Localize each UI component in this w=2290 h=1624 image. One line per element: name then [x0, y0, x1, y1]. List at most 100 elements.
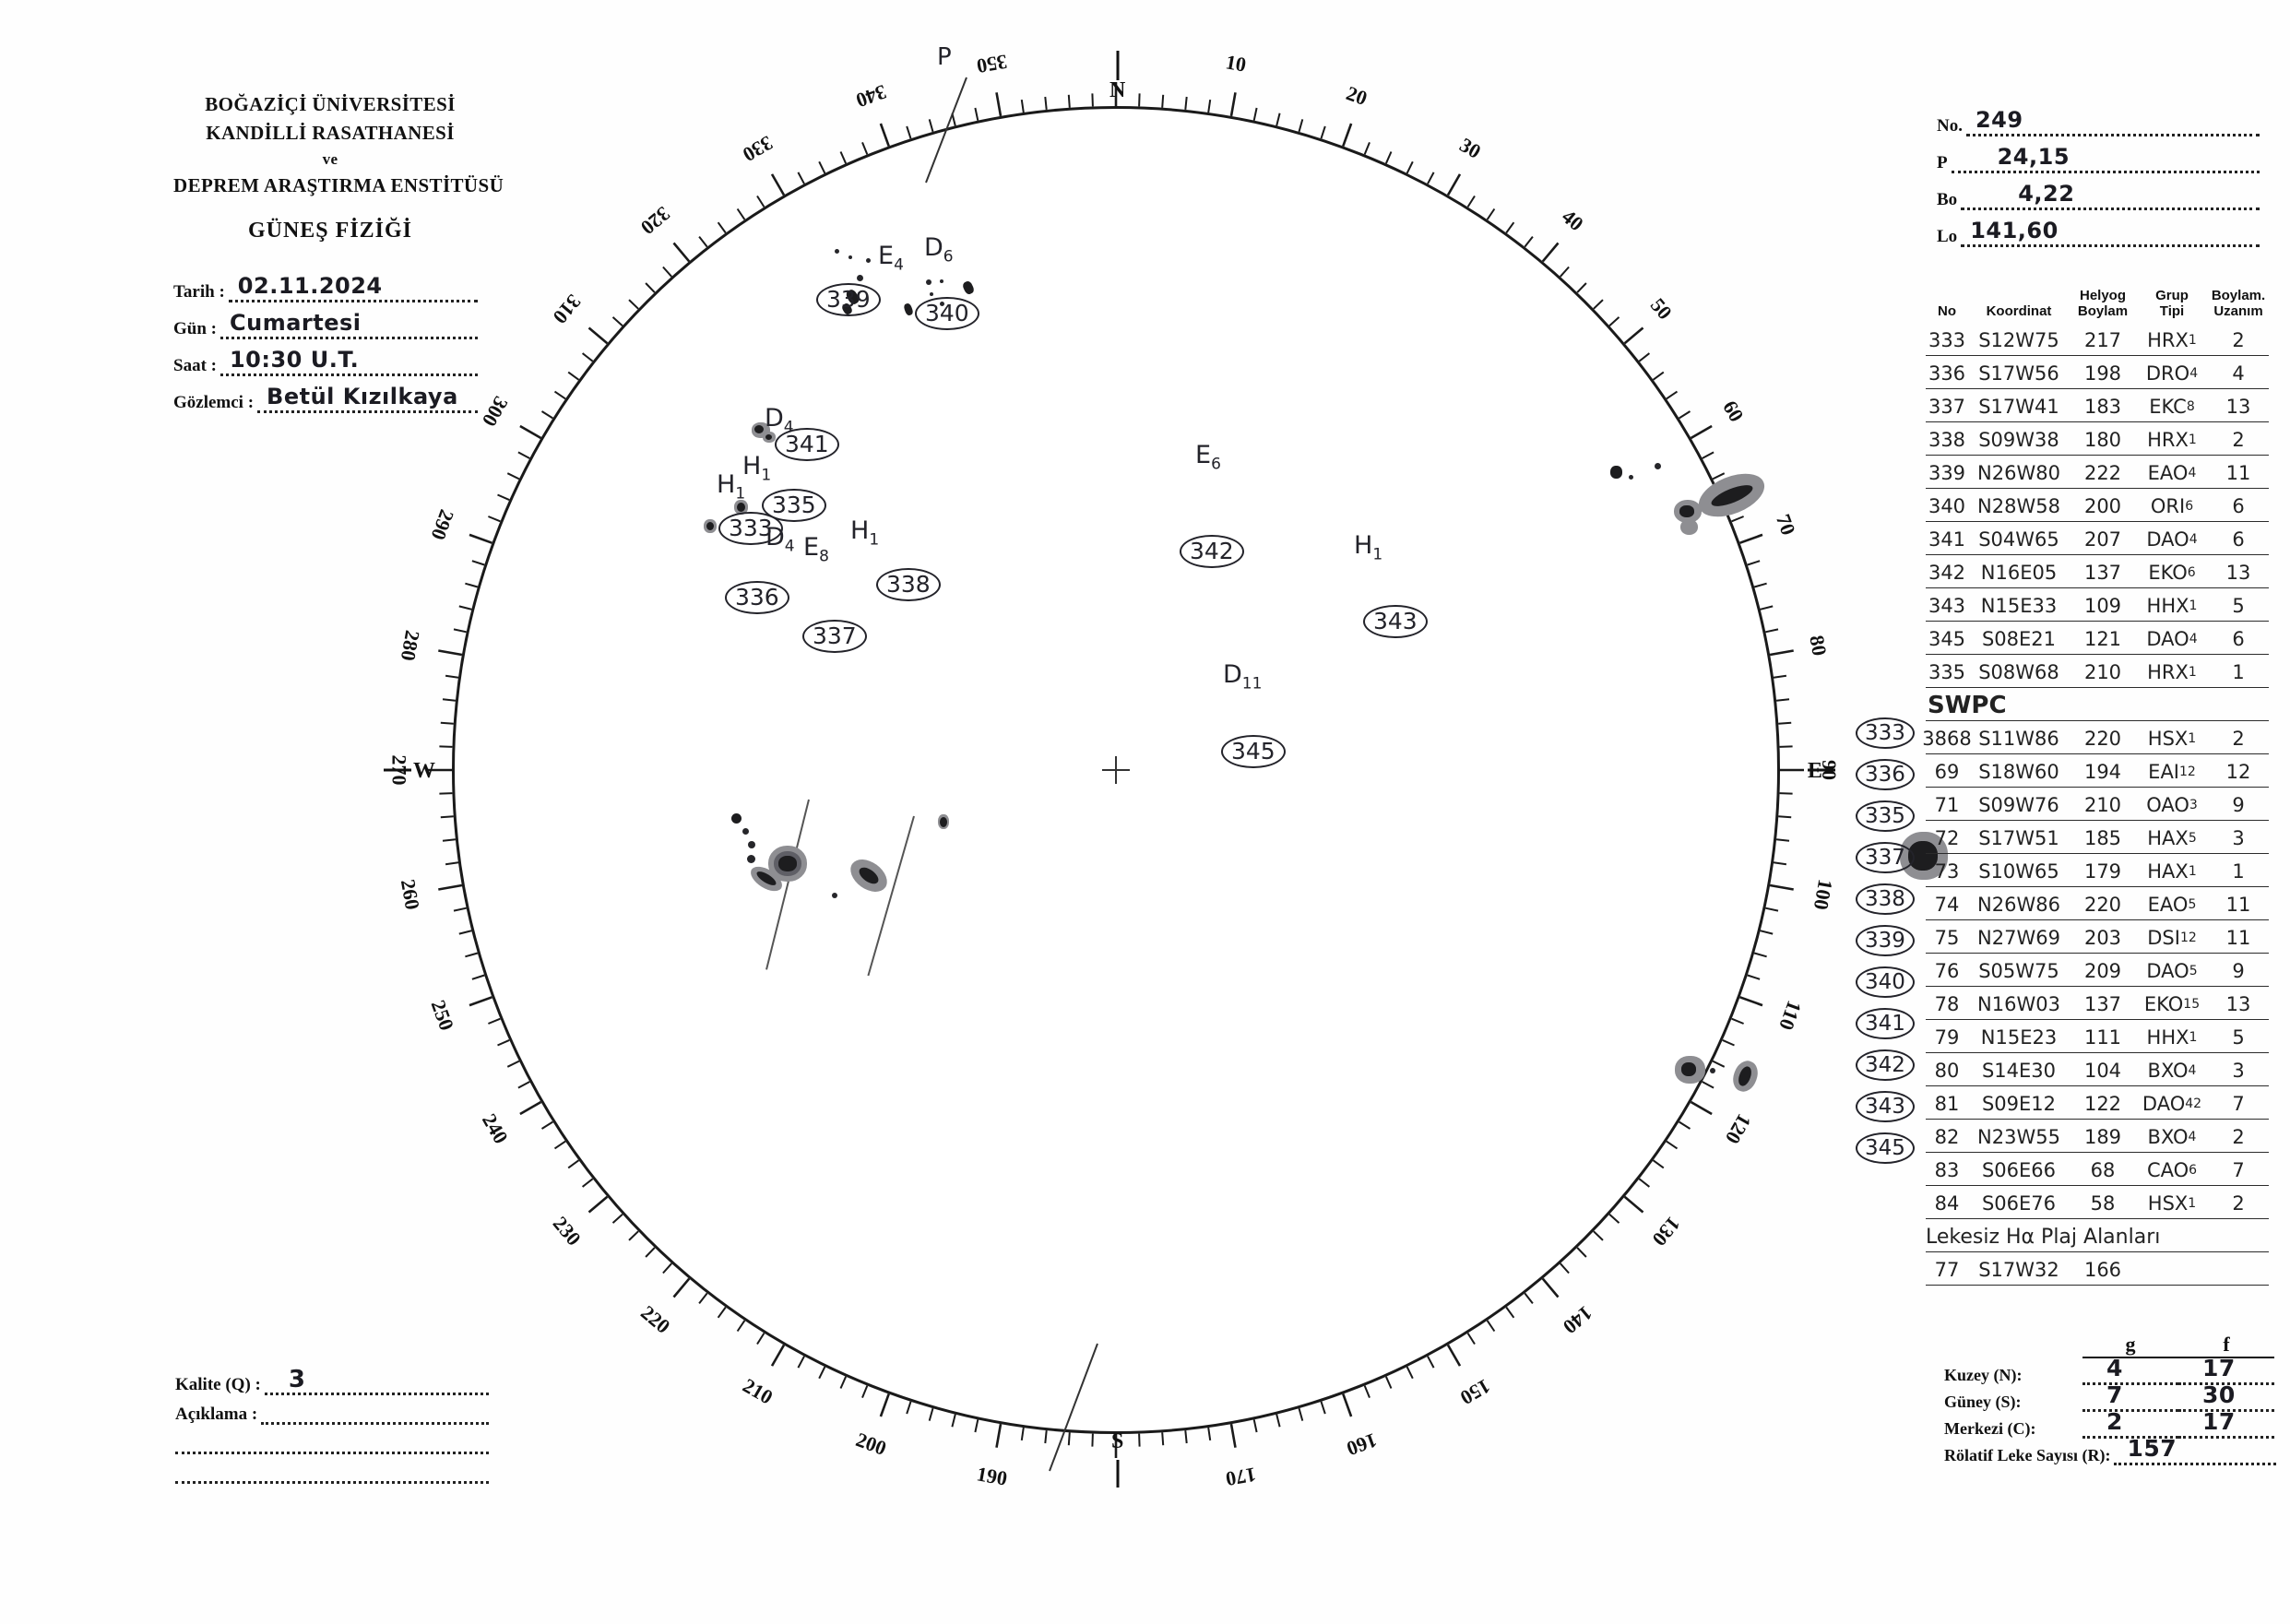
marker-339: 339 [1856, 925, 1915, 956]
group-type-label-340: D6 [924, 233, 954, 267]
aciklama-line-3 [175, 1463, 489, 1484]
group-type-label-335: H1 [742, 452, 772, 485]
p-angle-line [925, 77, 967, 184]
param-lo-line: 141,60 [1961, 218, 2260, 247]
param-bo[interactable]: Bo 4,22 [1937, 181, 2260, 210]
cell-helyog: 194 [2070, 757, 2136, 788]
spot-pore [857, 275, 863, 281]
cell-grup-tipi: HRX 1 [2136, 658, 2208, 688]
cell-grup-tipi: DAO 5 [2136, 956, 2208, 987]
summary-label-south: Güney (S): [1944, 1393, 2022, 1411]
kalite-field: 3 [264, 1366, 489, 1395]
table-row: 337 S17W41 183 EKC 8 13 [1926, 389, 2269, 422]
param-no-line: 249 [1965, 107, 2260, 136]
solar-disk[interactable]: 10 20 30 40 50 60 70 80 90 100 110 120 130 140 150 160 1… [384, 43, 1948, 1491]
param-no[interactable]: No. 249 [1937, 107, 2260, 136]
degree-label-10: 10 [1224, 50, 1249, 77]
summary-label-center: Merkezi (C): [1944, 1419, 2036, 1438]
cell-no: 337 [1926, 392, 1968, 422]
cell-grup-tipi: DAO 4 [2136, 525, 2208, 555]
param-no-value: 249 [1975, 107, 2023, 133]
marker-340: 340 [1856, 966, 1915, 998]
table-row-swpc: 71 S09W76 210 OAO 3 9 [1926, 788, 2269, 821]
col-header-koordinat: Koordinat [1986, 303, 2052, 319]
group-id-circle-343: 343 [1363, 605, 1428, 639]
cell-helyog: 121 [2070, 624, 2136, 655]
field-saat-value: 10:30 U.T. [229, 347, 360, 373]
spot-pore [848, 255, 852, 259]
cell-koordinat: S04W65 [1968, 525, 2070, 555]
cell-grup-tipi: HSX 1 [2136, 1189, 2208, 1219]
cell-no: 72 [1926, 824, 1968, 854]
spot-umbra [737, 503, 745, 512]
cell-uzanim: 6 [2208, 624, 2269, 655]
group-id-circle-340: 340 [915, 297, 979, 331]
field-gun[interactable]: Gün : Cumartesi [173, 310, 478, 339]
marker-343: 343 [1856, 1091, 1915, 1122]
cell-uzanim: 11 [2208, 890, 2269, 920]
cell-no: 82 [1926, 1122, 1968, 1153]
summary-row-south[interactable]: Güney (S): 7 30 [1944, 1381, 2276, 1412]
cell-grup-tipi: HRX 1 [2136, 425, 2208, 456]
spot-umbra [731, 813, 742, 824]
cell-grup-tipi: DAO 42 [2136, 1089, 2208, 1120]
cell-koordinat: N26W86 [1968, 890, 2070, 920]
table-row: 335 S08W68 210 HRX 1 1 [1926, 655, 2269, 688]
cell-koordinat: N28W58 [1968, 492, 2070, 522]
cell-koordinat: S08E21 [1968, 624, 2070, 655]
group-type-label-336: D4 [765, 523, 795, 556]
spot-pore [832, 893, 837, 898]
cell-koordinat: N23W55 [1968, 1122, 2070, 1153]
marker-336: 336 [1856, 759, 1915, 790]
summary-row-north[interactable]: Kuzey (N): 4 17 [1944, 1355, 2276, 1385]
field-saat[interactable]: Saat : 10:30 U.T. [173, 347, 478, 376]
spot-umbra [754, 425, 764, 433]
group-id-circle-339: 339 [816, 283, 881, 317]
cell-helyog: 166 [2070, 1255, 2136, 1286]
table-row-swpc: 79 N15E23 111 HHX 1 5 [1926, 1020, 2269, 1053]
param-p[interactable]: P 24,15 [1937, 144, 2260, 173]
col-header-uzanim: Uzanım [2213, 303, 2263, 319]
cell-no: 340 [1926, 492, 1968, 522]
kalite-row[interactable]: Kalite (Q) : 3 [175, 1366, 489, 1395]
field-gozlemci[interactable]: Gözlemci : Betül Kızılkaya [173, 384, 478, 413]
cell-uzanim [2208, 1255, 2269, 1286]
field-tarih-value: 02.11.2024 [237, 273, 383, 299]
marker-342: 342 [1856, 1049, 1915, 1081]
spot-umbra [765, 434, 772, 440]
group-id-circle-341: 341 [775, 428, 839, 462]
cell-no: 83 [1926, 1156, 1968, 1186]
cell-koordinat: S12W75 [1968, 326, 2070, 356]
cell-helyog: 185 [2070, 824, 2136, 854]
cell-no: 336 [1926, 359, 1968, 389]
field-tarih[interactable]: Tarih : 02.11.2024 [173, 273, 478, 302]
group-id-circle-342: 342 [1180, 535, 1244, 569]
col-header-helyog: Helyog [2079, 288, 2126, 303]
cell-no: 80 [1926, 1056, 1968, 1086]
summary-row-center[interactable]: Merkezi (C): 2 17 [1944, 1408, 2276, 1439]
swpc-blank-cell [2208, 691, 2269, 721]
marker-335: 335 [1856, 800, 1915, 832]
group-type-label-341: D4 [765, 404, 794, 437]
summary-row-relative[interactable]: Rölatif Leke Sayısı (R): 157 [1944, 1435, 2276, 1465]
south-tick-icon [1116, 1460, 1120, 1488]
summary-south-g: 7 [2082, 1381, 2178, 1412]
cell-grup-tipi: DAO 4 [2136, 624, 2208, 655]
aciklama-row[interactable]: Açıklama : [175, 1404, 489, 1425]
cell-helyog: 200 [2070, 492, 2136, 522]
cell-koordinat: S11W86 [1968, 724, 2070, 754]
cell-no: 345 [1926, 624, 1968, 655]
col-header-boylam: Boylam [2077, 303, 2129, 319]
param-bo-line: 4,22 [1961, 181, 2260, 210]
param-lo[interactable]: Lo 141,60 [1937, 218, 2260, 247]
cell-no: 75 [1926, 923, 1968, 954]
field-saat-label: Saat : [173, 356, 217, 375]
cell-koordinat: S06E76 [1968, 1189, 2070, 1219]
table-row: 343 N15E33 109 HHX 1 5 [1926, 588, 2269, 622]
group-type-label-333: H1 [717, 470, 746, 504]
table-row-swpc: 78 N16W03 137 EKO 15 13 [1926, 987, 2269, 1020]
spot-pore [748, 841, 755, 848]
cell-grup-tipi: EKO 6 [2136, 558, 2208, 588]
relative-number-label: Rölatif Leke Sayısı (R): [1944, 1446, 2111, 1464]
cell-grup-tipi: HSX 1 [2136, 724, 2208, 754]
